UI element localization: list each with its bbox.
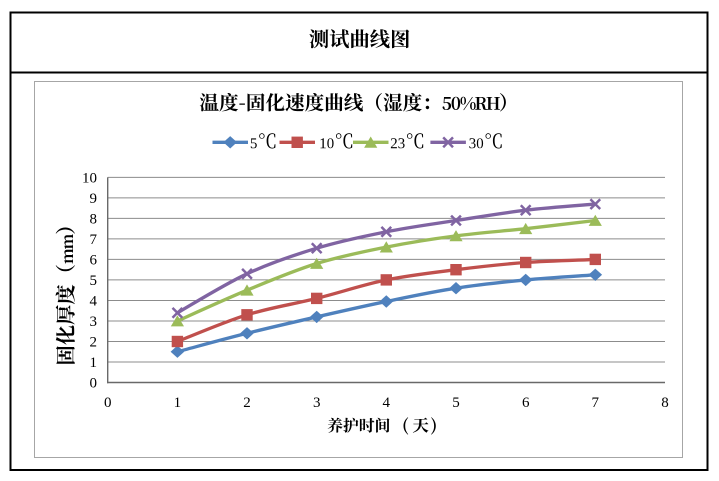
svg-text:5: 5	[90, 273, 98, 289]
svg-text:9: 9	[90, 191, 98, 207]
svg-text:2: 2	[243, 395, 251, 411]
svg-text:0: 0	[90, 376, 98, 392]
svg-text:6: 6	[90, 253, 98, 269]
svg-text:6: 6	[522, 395, 530, 411]
svg-text:7: 7	[90, 232, 98, 248]
svg-text:5: 5	[452, 395, 460, 411]
svg-text:8: 8	[90, 212, 98, 228]
svg-text:3: 3	[90, 314, 98, 330]
svg-text:3: 3	[313, 395, 321, 411]
svg-text:1: 1	[174, 395, 182, 411]
svg-text:4: 4	[90, 294, 98, 310]
svg-text:1: 1	[90, 355, 98, 371]
svg-text:8: 8	[661, 395, 669, 411]
svg-text:4: 4	[383, 395, 391, 411]
svg-text:2: 2	[90, 335, 98, 351]
svg-text:10: 10	[82, 171, 97, 187]
svg-text:0: 0	[104, 395, 112, 411]
svg-text:7: 7	[592, 395, 600, 411]
